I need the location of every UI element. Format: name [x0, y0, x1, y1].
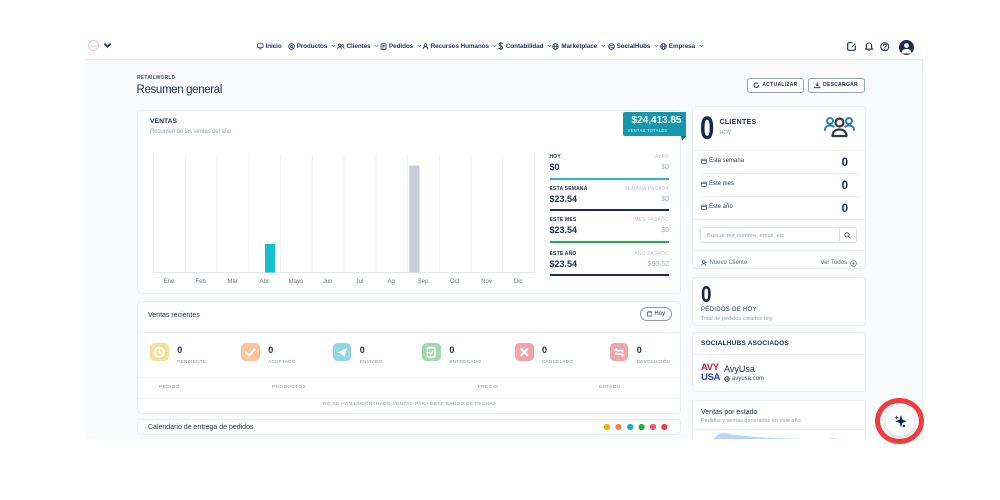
svg-text:Sep: Sep — [418, 279, 429, 285]
svg-text:Nov: Nov — [481, 279, 492, 285]
svg-text:Mayo: Mayo — [289, 279, 304, 285]
svg-text:Oct: Oct — [450, 279, 460, 285]
svg-text:Dic: Dic — [514, 279, 523, 285]
svg-text:Ag: Ag — [388, 279, 395, 285]
svg-text:Mar: Mar — [227, 279, 237, 285]
svg-text:Abr: Abr — [260, 279, 269, 285]
svg-text:Jul: Jul — [356, 279, 364, 285]
svg-text:Ene: Ene — [164, 279, 175, 285]
svg-text:Feb: Feb — [196, 279, 207, 285]
svg-text:Jun: Jun — [323, 279, 333, 285]
